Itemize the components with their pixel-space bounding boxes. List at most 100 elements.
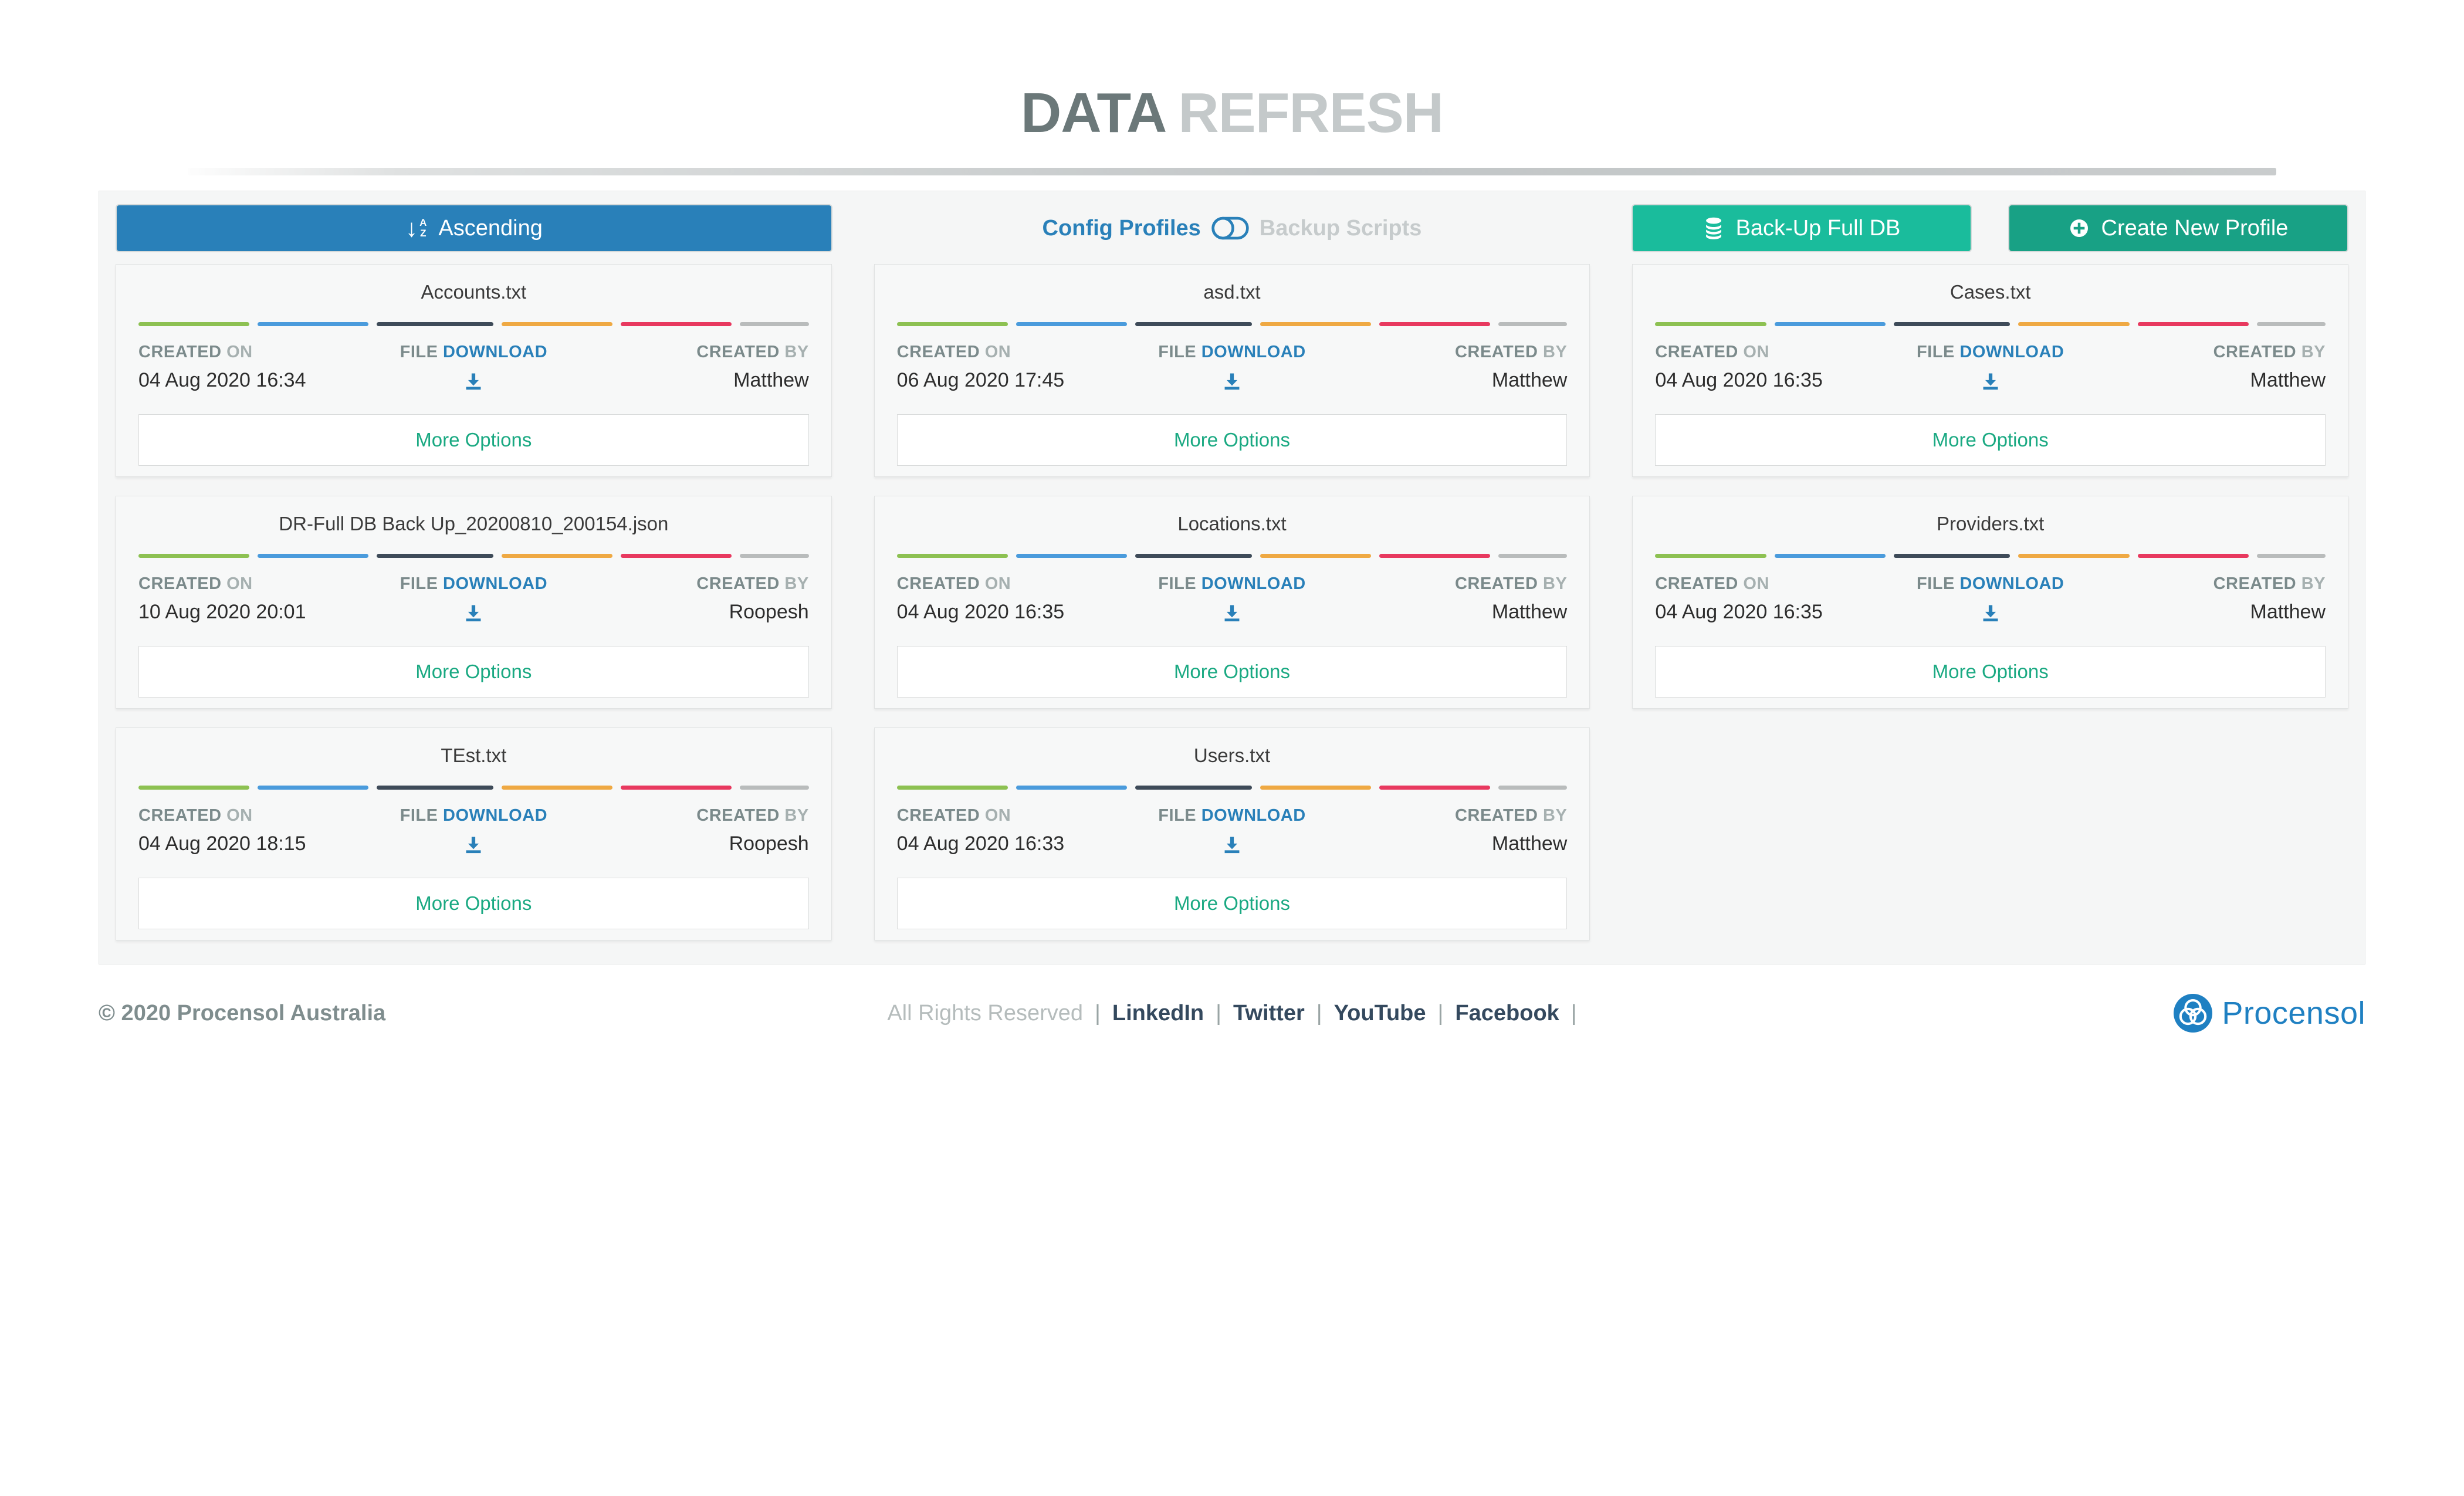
card-color-divider [138, 554, 809, 558]
tab-config-profiles[interactable]: Config Profiles [1042, 215, 1201, 241]
divider-segment-green [1655, 554, 1766, 558]
divider-segment-green [896, 554, 1008, 558]
divider-segment-dark [377, 554, 494, 558]
card-value-row: 04 Aug 2020 18:15 Roopesh [138, 832, 809, 860]
footer: © 2020 Procensol Australia All Rights Re… [99, 994, 2365, 1033]
card-color-divider [138, 322, 809, 326]
download-icon[interactable] [1981, 371, 2001, 397]
card-label-row: CREATED ON FILE DOWNLOAD CREATED BY [897, 574, 1568, 594]
card-title: Cases.txt [1949, 281, 2031, 303]
file-download-label: FILE DOWNLOAD [400, 574, 548, 593]
divider-segment-dark [1135, 322, 1252, 326]
divider-segment-orange [2018, 554, 2130, 558]
youtube-link[interactable]: YouTube [1333, 1000, 1426, 1025]
created-by-value: Matthew [733, 369, 809, 391]
divider-segment-green [896, 322, 1008, 326]
backup-full-db-button[interactable]: Back-Up Full DB [1631, 204, 1972, 252]
toggle-off-icon[interactable] [1211, 216, 1249, 241]
backup-button-label: Back-Up Full DB [1735, 215, 1901, 241]
more-options-button[interactable]: More Options [896, 878, 1568, 929]
database-icon [1705, 217, 1721, 239]
created-on-label: CREATED ON [896, 806, 1011, 825]
created-by-label: CREATED BY [696, 574, 809, 593]
card-value-row: 04 Aug 2020 16:33 Matthew [897, 832, 1568, 860]
card-value-row: 04 Aug 2020 16:34 Matthew [138, 369, 809, 397]
profile-script-toggle: Config Profiles Backup Scripts [1043, 216, 1422, 241]
card-title: Providers.txt [1936, 513, 2045, 534]
file-card: Accounts.txt CREATED ON FILE DOWNLOAD CR… [116, 264, 832, 477]
divider-segment-blue [1016, 554, 1128, 558]
tab-backup-scripts[interactable]: Backup Scripts [1259, 215, 1422, 241]
divider-segment-green [138, 554, 250, 558]
download-icon[interactable] [1222, 603, 1242, 628]
divider-segment-orange [2018, 322, 2130, 326]
card-title: Locations.txt [1177, 513, 1287, 534]
divider-segment-green [896, 786, 1008, 790]
created-on-value: 04 Aug 2020 16:33 [896, 832, 1065, 855]
twitter-link[interactable]: Twitter [1233, 1000, 1305, 1025]
created-on-value: 04 Aug 2020 16:35 [1655, 601, 1823, 623]
toolbar-right-buttons: Back-Up Full DB Create New Profile [1631, 204, 2348, 252]
more-options-button[interactable]: More Options [138, 646, 809, 698]
divider-segment-blue [258, 322, 369, 326]
created-on-value: 10 Aug 2020 20:01 [138, 601, 306, 623]
created-by-value: Matthew [1491, 832, 1568, 855]
divider-segment-gray [740, 554, 809, 558]
create-new-profile-button[interactable]: Create New Profile [2008, 204, 2348, 252]
created-by-value: Matthew [2250, 369, 2326, 391]
linkedin-link[interactable]: LinkedIn [1112, 1000, 1204, 1025]
file-download-label: FILE DOWNLOAD [1158, 806, 1306, 825]
download-icon[interactable] [1222, 835, 1242, 860]
divider-segment-blue [258, 786, 369, 790]
procensol-logo[interactable]: Procensol [2174, 994, 2365, 1033]
more-options-button[interactable]: More Options [1655, 414, 2326, 466]
download-icon[interactable] [1222, 371, 1242, 397]
file-card: Locations.txt CREATED ON FILE DOWNLOAD C… [874, 496, 1590, 709]
divider-segment-red [1379, 786, 1491, 790]
copyright-text: © 2020 Procensol Australia [99, 1000, 386, 1025]
created-on-label: CREATED ON [896, 343, 1011, 361]
download-icon[interactable] [463, 835, 483, 860]
created-by-label: CREATED BY [696, 806, 809, 825]
divider-segment-gray [1498, 554, 1568, 558]
divider-segment-dark [1893, 554, 2011, 558]
footer-separator: | [1095, 1000, 1101, 1025]
divider-segment-blue [1774, 322, 1886, 326]
footer-separator: | [1316, 1000, 1322, 1025]
divider-segment-dark [1893, 322, 2011, 326]
more-options-button[interactable]: More Options [138, 414, 809, 466]
created-by-label: CREATED BY [2213, 343, 2326, 361]
card-label-row: CREATED ON FILE DOWNLOAD CREATED BY [138, 574, 809, 594]
created-by-value: Matthew [1491, 369, 1568, 391]
divider-segment-gray [1498, 322, 1568, 326]
card-title: Accounts.txt [421, 281, 527, 303]
card-label-row: CREATED ON FILE DOWNLOAD CREATED BY [1655, 574, 2326, 594]
sort-letter-z: Z [420, 228, 427, 239]
sort-arrow-glyph: ↓ [405, 214, 418, 242]
more-options-button[interactable]: More Options [138, 878, 809, 929]
divider-segment-red [621, 554, 732, 558]
divider-segment-orange [502, 554, 613, 558]
download-icon[interactable] [463, 371, 483, 397]
more-options-button[interactable]: More Options [896, 646, 1568, 698]
card-label-row: CREATED ON FILE DOWNLOAD CREATED BY [897, 806, 1568, 825]
rights-text: All Rights Reserved [887, 1000, 1084, 1025]
card-label-row: CREATED ON FILE DOWNLOAD CREATED BY [138, 806, 809, 825]
created-by-label: CREATED BY [1454, 343, 1568, 361]
download-cell [362, 601, 585, 628]
divider-segment-red [621, 786, 732, 790]
sort-ascending-button[interactable]: ↓ A Z Ascending [116, 204, 832, 252]
more-options-button[interactable]: More Options [896, 414, 1568, 466]
card-color-divider [1655, 554, 2326, 558]
download-icon[interactable] [463, 603, 483, 628]
facebook-link[interactable]: Facebook [1455, 1000, 1559, 1025]
more-options-button[interactable]: More Options [1655, 646, 2326, 698]
created-by-value: Roopesh [729, 832, 809, 855]
download-icon[interactable] [1981, 603, 2001, 628]
created-on-value: 06 Aug 2020 17:45 [896, 369, 1065, 391]
card-title: asd.txt [1203, 281, 1261, 303]
procensol-logo-icon [2174, 994, 2213, 1033]
title-divider [188, 168, 2276, 175]
card-title: Users.txt [1193, 744, 1271, 766]
divider-segment-green [1655, 322, 1766, 326]
